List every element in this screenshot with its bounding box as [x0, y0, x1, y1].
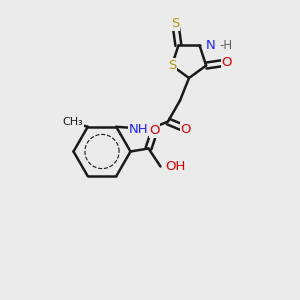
Text: S: S [168, 59, 176, 72]
Text: NH: NH [129, 122, 148, 136]
Text: -H: -H [219, 39, 232, 52]
Text: O: O [181, 122, 191, 136]
Text: CH₃: CH₃ [62, 117, 83, 127]
Text: O: O [221, 56, 232, 69]
Text: N: N [206, 39, 216, 52]
Text: O: O [149, 124, 160, 137]
Text: OH: OH [165, 160, 185, 173]
Text: S: S [171, 17, 180, 30]
